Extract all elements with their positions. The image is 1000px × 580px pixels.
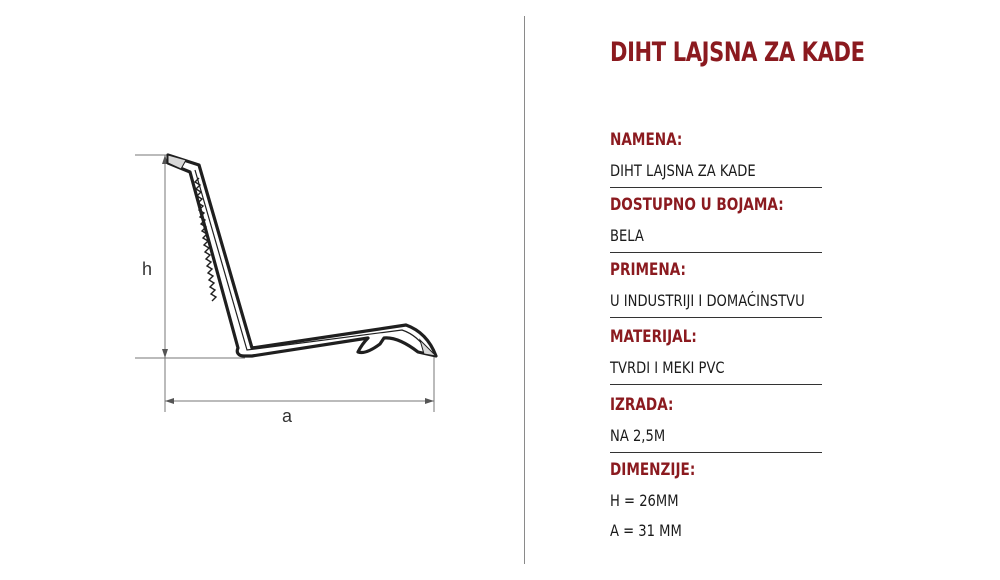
h-label: h [142, 259, 152, 279]
spec-materijal: MATERIJAL: TVRDI I MEKI PVC [610, 325, 822, 385]
spec-label: IZRADA: [610, 395, 674, 415]
vertical-divider [524, 16, 525, 564]
a-label: a [282, 406, 293, 426]
spec-dimenzije: DIMENZIJE: H = 26MM A = 31 MM [610, 458, 822, 543]
spec-value: U INDUSTRIJI I DOMAĆINSTVU [610, 291, 805, 310]
profile-inner-line [194, 169, 429, 353]
dimension-h-value: H = 26MM [610, 491, 679, 510]
profile-drawing: h a [135, 153, 438, 426]
dimension-a-value: A = 31 MM [610, 521, 682, 540]
spec-value: TVRDI I MEKI PVC [610, 358, 725, 377]
spec-divider [610, 317, 822, 318]
spec-label: DOSTUPNO U BOJAMA: [610, 195, 784, 215]
spec-value: DIHT LAJSNA ZA KADE [610, 161, 756, 180]
spec-value: BELA [610, 226, 644, 245]
spec-divider [610, 452, 822, 453]
profile-outline [166, 153, 438, 358]
spec-primena: PRIMENA: U INDUSTRIJI I DOMAĆINSTVU [610, 258, 822, 318]
spec-divider [610, 252, 822, 253]
spec-label: MATERIJAL: [610, 327, 697, 347]
product-title: DIHT LAJSNA ZA KADE [610, 37, 865, 68]
profile-tip-top [167, 154, 187, 170]
spec-label: NAMENA: [610, 130, 683, 150]
spec-divider [610, 187, 822, 188]
spec-label: PRIMENA: [610, 260, 686, 280]
spec-izrada: IZRADA: NA 2,5M [610, 393, 822, 453]
a-arrow-right [425, 398, 434, 404]
profile-serration [193, 177, 218, 302]
spec-namena: NAMENA: DIHT LAJSNA ZA KADE [610, 128, 822, 188]
a-arrow-left [165, 398, 174, 404]
profile-tip-right [418, 338, 438, 357]
spec-value: NA 2,5M [610, 426, 666, 445]
spec-label: DIMENZIJE: [610, 460, 696, 480]
spec-divider [610, 384, 822, 385]
h-arrow-bottom [162, 349, 168, 358]
spec-dostupno: DOSTUPNO U BOJAMA: BELA [610, 193, 822, 253]
